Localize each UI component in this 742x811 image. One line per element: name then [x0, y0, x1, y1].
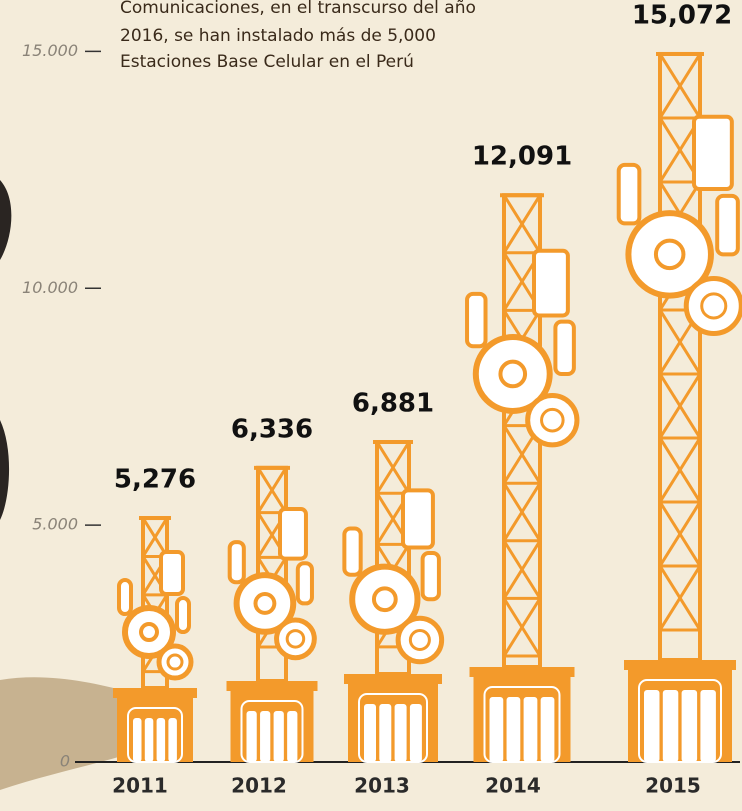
- dish-center: [498, 359, 528, 389]
- tower-base: [473, 677, 571, 762]
- value-label: 6,881: [352, 389, 434, 419]
- dish: [349, 563, 421, 635]
- antenna-panel: [342, 526, 363, 577]
- lattice: [502, 597, 542, 657]
- tower-base-bar: [260, 711, 271, 762]
- tower-base: [628, 670, 732, 762]
- antenna-panel: [159, 550, 185, 597]
- antenna-panel: [401, 488, 435, 550]
- annotation: Estaciones Base Celular en el Perú: [120, 52, 414, 72]
- value-label: 5,276: [114, 465, 196, 495]
- antenna-panel: [616, 162, 642, 226]
- x-tick-label: 2014: [485, 774, 541, 798]
- tower-base-bar: [506, 697, 521, 762]
- value-label: 15,072: [632, 0, 732, 30]
- lattice: [502, 194, 542, 254]
- lattice: [375, 441, 411, 495]
- tower-base-bar: [662, 690, 679, 762]
- x-tick-label: 2013: [354, 774, 410, 798]
- dish: [122, 605, 176, 660]
- antenna-panel: [420, 550, 441, 602]
- tower-base-bar: [379, 704, 392, 762]
- dish: [625, 210, 714, 299]
- value-label: 12,091: [472, 142, 572, 172]
- tower-base-bar: [540, 697, 555, 762]
- tower-base-bar: [700, 690, 716, 762]
- tower-base-bar: [156, 718, 166, 762]
- tower-base-cap: [226, 681, 318, 691]
- y-tick-label: 15.000: [22, 41, 78, 60]
- antenna-panel: [175, 596, 191, 635]
- tower-base-bar: [168, 718, 177, 762]
- y-tick-label: 5.000: [32, 515, 78, 534]
- dish-center: [408, 628, 431, 652]
- tower-base-bar: [246, 711, 257, 762]
- dish: [525, 393, 580, 448]
- tower-base-bar: [644, 690, 660, 762]
- y-tick-label: 10.000: [22, 278, 78, 297]
- tower-base-door: [240, 700, 304, 763]
- lattice: [502, 539, 542, 600]
- lattice: [658, 437, 702, 503]
- annotation: 2016, se han instalado más de 5,000: [120, 26, 436, 46]
- tower-base-door: [483, 686, 561, 763]
- dish-center: [540, 407, 565, 433]
- antenna-panel: [227, 540, 246, 585]
- value-label: 6,336: [231, 414, 313, 444]
- lattice: [141, 517, 169, 558]
- dish: [156, 643, 194, 681]
- antenna-panel: [692, 114, 734, 192]
- antenna-panel: [553, 319, 576, 376]
- dish-center: [700, 292, 728, 320]
- lattice: [658, 53, 702, 119]
- tower-base-bar: [273, 711, 284, 762]
- dish-center: [253, 591, 277, 615]
- dish-center: [139, 622, 159, 643]
- tower-base-cap: [469, 667, 575, 677]
- decoration: [0, 180, 12, 520]
- annotation: Comunicaciones, en el transcurso del año: [120, 0, 476, 18]
- dish: [233, 572, 297, 635]
- tower-base-bar: [133, 718, 142, 762]
- lattice: [658, 373, 702, 439]
- antenna-panel: [117, 578, 133, 617]
- dish-center: [653, 238, 686, 271]
- antenna-panel: [715, 193, 740, 257]
- tower-base-bar: [144, 718, 154, 762]
- tower-base-bar: [394, 704, 407, 762]
- x-tick-label: 2012: [231, 774, 287, 798]
- dish-center: [371, 586, 398, 613]
- tower-base-bar: [409, 704, 422, 762]
- lattice: [658, 501, 702, 567]
- antenna-panel: [278, 507, 308, 561]
- dish: [274, 617, 317, 661]
- dish-center: [166, 653, 184, 671]
- lattice: [658, 565, 702, 631]
- tower-base-bar: [523, 697, 538, 762]
- tower-base-cap: [344, 674, 442, 684]
- dish-center: [285, 629, 306, 649]
- x-tick-label: 2015: [645, 774, 701, 798]
- antenna-panel: [465, 291, 488, 349]
- y-tick-label: 0: [60, 752, 70, 771]
- tower-base-door: [638, 679, 722, 763]
- x-tick-label: 2011: [112, 774, 168, 798]
- dish: [395, 615, 445, 665]
- tower-base-bar: [287, 711, 298, 762]
- tower-base-door: [358, 693, 428, 763]
- tower-base-bar: [681, 690, 698, 762]
- antenna-panel: [532, 248, 570, 318]
- lattice: [256, 467, 288, 514]
- antenna-panel: [295, 561, 314, 606]
- tower-base-cap: [113, 688, 197, 698]
- tower-base-bar: [364, 704, 376, 762]
- tower-base-cap: [624, 660, 736, 670]
- tower-base: [348, 684, 438, 762]
- tower-base-bar: [489, 697, 504, 762]
- dish: [683, 275, 742, 336]
- lattice: [502, 482, 542, 542]
- tower-base-door: [127, 707, 183, 763]
- dish: [472, 334, 553, 414]
